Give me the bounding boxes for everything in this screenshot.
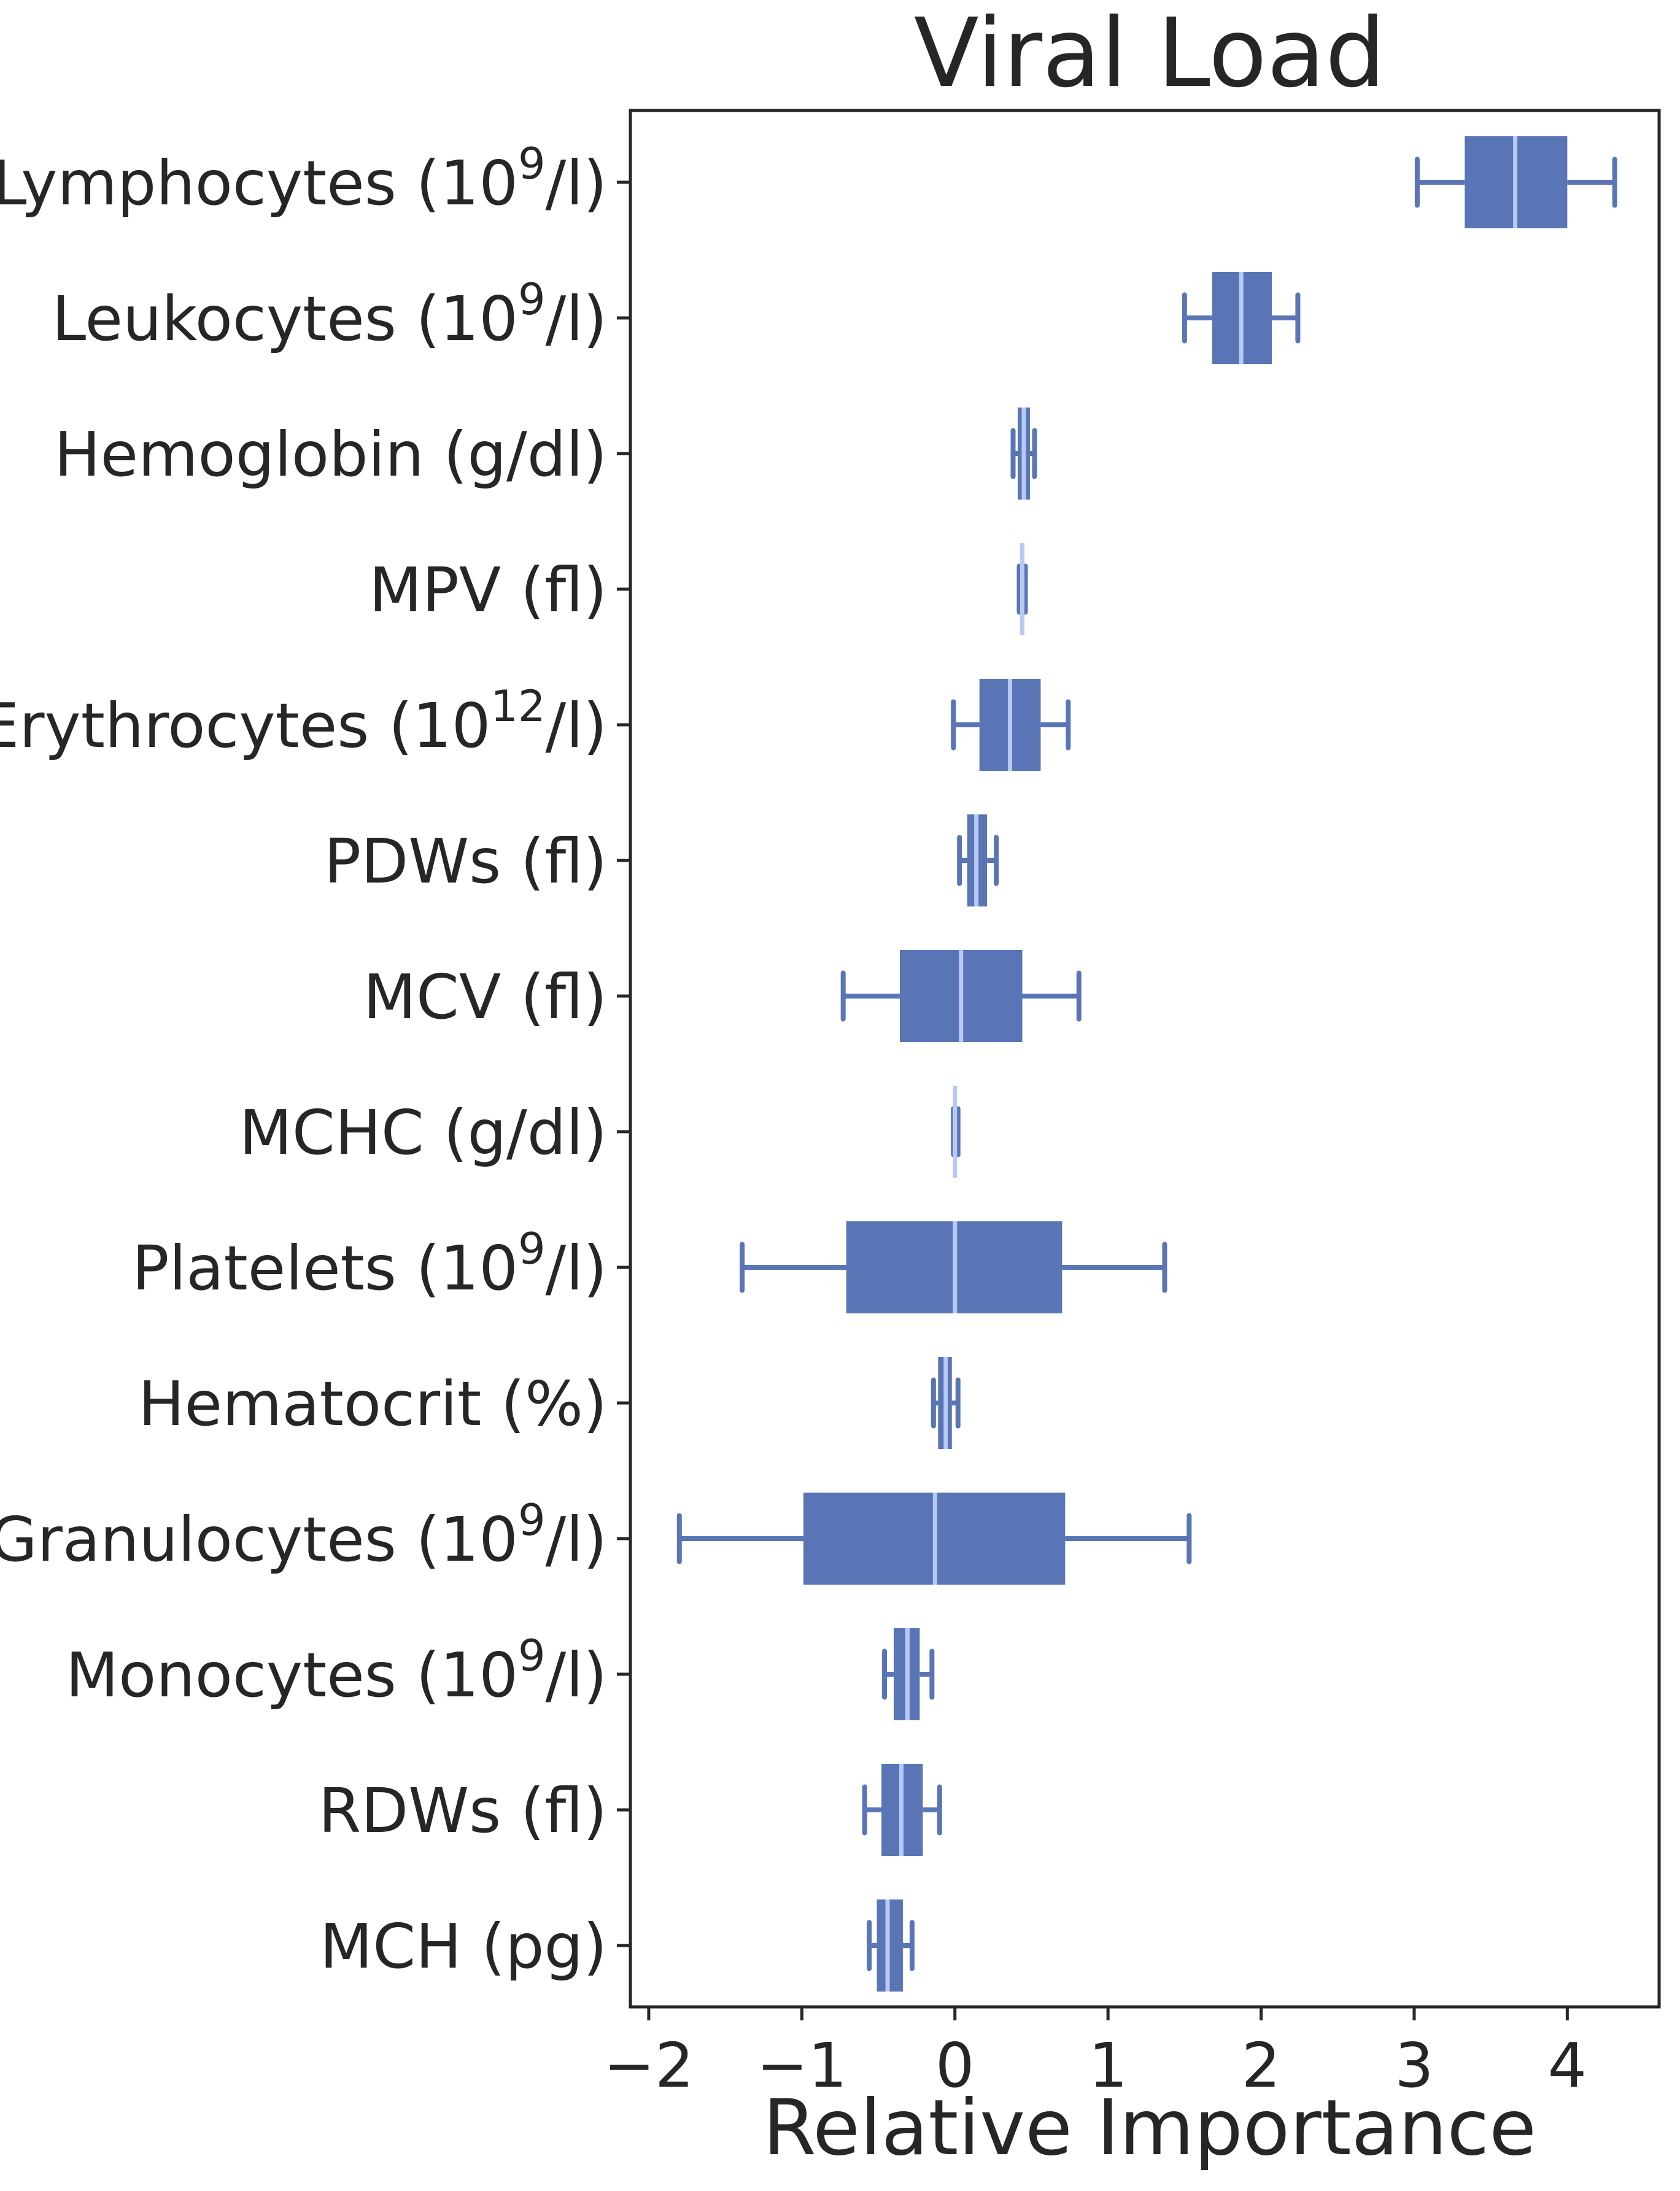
x-tick-label-2: 0: [935, 2030, 975, 2101]
box-2: [1010, 408, 1037, 500]
box-7: [951, 1086, 961, 1178]
box-3: [1016, 543, 1028, 635]
y-tick-label-2: Hemoglobin (g/dl): [54, 419, 607, 490]
y-tick-label-0: Lymphocytes (109/l): [0, 139, 607, 219]
y-tick-label-13: MCH (pg): [320, 1911, 607, 1982]
box-4: [951, 679, 1071, 771]
y-tick-label-9: Hematocrit (%): [138, 1368, 607, 1440]
y-tick-label-1: Leukocytes (109/l): [52, 274, 607, 355]
x-axis: −2 −1 0 1 2 3 4: [603, 2007, 1587, 2101]
box-0: [1414, 136, 1617, 228]
box-body-13: [877, 1899, 903, 1992]
x-tick-label-6: 4: [1548, 2030, 1587, 2101]
plot-frame: [629, 109, 1661, 2009]
y-tick-label-7: MCHC (g/dl): [239, 1097, 607, 1169]
x-tick-label-4: 2: [1242, 2030, 1281, 2101]
y-tick-label-11: Monocytes (109/l): [66, 1631, 607, 1711]
x-tick-label-3: 1: [1088, 2030, 1128, 2101]
box-9: [931, 1357, 961, 1449]
box-8: [740, 1221, 1167, 1313]
x-axis-label: Relative Importance: [763, 2084, 1536, 2173]
chart-title: Viral Load: [914, 0, 1386, 109]
box-13: [867, 1899, 915, 1992]
boxes-layer: [676, 136, 1617, 1992]
y-axis: Lymphocytes (109/l) Leukocytes (109/l) Hem…: [0, 139, 630, 1982]
y-tick-label-5: PDWs (fl): [324, 825, 607, 897]
box-6: [840, 950, 1082, 1042]
box-11: [882, 1628, 935, 1720]
y-tick-label-12: RDWs (fl): [319, 1775, 607, 1847]
y-tick-label-8: Platelets (109/l): [132, 1224, 607, 1304]
box-12: [862, 1764, 942, 1856]
box-5: [957, 814, 999, 906]
box-10: [676, 1493, 1192, 1585]
y-tick-label-6: MCV (fl): [363, 961, 607, 1033]
x-tick-label-5: 3: [1395, 2030, 1434, 2101]
x-tick-label-1: −1: [757, 2030, 847, 2101]
y-tick-label-3: MPV (fl): [369, 554, 607, 626]
x-tick-label-0: −2: [603, 2030, 694, 2101]
box-1: [1182, 272, 1301, 364]
y-tick-label-10: Granulocytes (109/l): [0, 1495, 607, 1575]
y-tick-label-4: Erythrocytes (1012/l): [0, 681, 607, 762]
